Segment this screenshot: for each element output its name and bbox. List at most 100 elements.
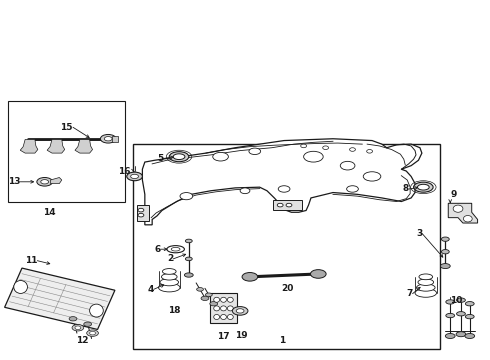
Ellipse shape (220, 297, 226, 302)
Ellipse shape (185, 257, 192, 261)
Bar (137, 205, 149, 221)
Ellipse shape (340, 161, 355, 170)
Ellipse shape (349, 148, 355, 151)
Ellipse shape (446, 314, 455, 318)
Ellipse shape (446, 300, 455, 304)
Ellipse shape (301, 144, 307, 148)
Ellipse shape (220, 315, 226, 319)
Ellipse shape (214, 306, 220, 311)
Ellipse shape (138, 213, 144, 217)
Ellipse shape (185, 239, 192, 243)
Ellipse shape (184, 273, 193, 277)
Ellipse shape (72, 324, 84, 331)
Text: 6: 6 (155, 245, 161, 254)
Ellipse shape (159, 283, 180, 292)
Text: 19: 19 (235, 331, 247, 340)
Polygon shape (4, 268, 115, 329)
Text: 7: 7 (406, 289, 413, 298)
Ellipse shape (323, 146, 329, 149)
Text: 17: 17 (217, 332, 229, 341)
Ellipse shape (69, 317, 77, 321)
Ellipse shape (131, 174, 139, 179)
Ellipse shape (161, 274, 177, 280)
Ellipse shape (304, 151, 323, 162)
Polygon shape (47, 139, 65, 153)
Ellipse shape (414, 182, 433, 192)
Ellipse shape (232, 307, 248, 315)
Ellipse shape (169, 152, 189, 162)
Ellipse shape (464, 216, 472, 222)
Text: 13: 13 (8, 177, 20, 186)
Text: 1: 1 (279, 336, 286, 345)
Ellipse shape (227, 297, 233, 302)
Text: 2: 2 (167, 255, 173, 264)
Ellipse shape (367, 149, 372, 153)
Bar (112, 136, 118, 141)
Text: 8: 8 (403, 184, 409, 193)
Polygon shape (143, 139, 422, 225)
Ellipse shape (220, 306, 226, 311)
Ellipse shape (127, 172, 143, 181)
Ellipse shape (210, 302, 218, 306)
Ellipse shape (466, 302, 474, 306)
Ellipse shape (205, 293, 212, 297)
Ellipse shape (214, 297, 220, 302)
Ellipse shape (457, 298, 465, 302)
Ellipse shape (419, 274, 433, 280)
Ellipse shape (441, 264, 450, 269)
Ellipse shape (346, 186, 358, 192)
Polygon shape (20, 139, 38, 153)
Ellipse shape (227, 306, 233, 311)
Ellipse shape (457, 312, 465, 316)
Ellipse shape (214, 315, 220, 319)
Ellipse shape (14, 280, 27, 293)
Ellipse shape (90, 331, 96, 335)
Ellipse shape (196, 288, 203, 291)
Ellipse shape (180, 193, 193, 200)
Text: 20: 20 (282, 284, 294, 293)
Ellipse shape (363, 172, 381, 181)
Ellipse shape (90, 304, 103, 317)
Ellipse shape (75, 326, 81, 329)
Text: 14: 14 (43, 208, 56, 217)
Ellipse shape (87, 330, 98, 336)
Ellipse shape (41, 180, 49, 184)
Ellipse shape (240, 188, 250, 194)
Text: 11: 11 (25, 256, 37, 265)
Text: 12: 12 (76, 336, 89, 345)
Ellipse shape (465, 333, 475, 338)
Ellipse shape (418, 279, 434, 285)
Ellipse shape (213, 152, 228, 161)
Ellipse shape (441, 237, 449, 241)
Ellipse shape (201, 296, 209, 301)
Ellipse shape (84, 322, 92, 326)
Bar (8, 101, 125, 202)
Ellipse shape (277, 203, 283, 207)
Text: 9: 9 (450, 190, 457, 199)
Ellipse shape (236, 309, 244, 313)
Bar (273, 201, 302, 211)
Ellipse shape (466, 315, 474, 319)
Ellipse shape (171, 247, 180, 251)
Text: 4: 4 (147, 285, 154, 294)
Ellipse shape (445, 333, 455, 338)
Text: 10: 10 (450, 296, 463, 305)
Ellipse shape (160, 279, 178, 286)
Ellipse shape (417, 184, 429, 190)
Polygon shape (448, 203, 478, 223)
Ellipse shape (104, 136, 112, 141)
Text: 3: 3 (416, 229, 422, 238)
Ellipse shape (311, 270, 326, 278)
Ellipse shape (286, 203, 292, 207)
Ellipse shape (415, 289, 437, 297)
Ellipse shape (416, 284, 435, 291)
Ellipse shape (441, 249, 449, 254)
Ellipse shape (162, 269, 176, 274)
Ellipse shape (456, 332, 466, 337)
Ellipse shape (138, 208, 144, 212)
Text: 18: 18 (168, 306, 180, 315)
Ellipse shape (227, 315, 233, 319)
Ellipse shape (249, 148, 261, 154)
Ellipse shape (37, 177, 52, 186)
Bar (210, 293, 237, 323)
